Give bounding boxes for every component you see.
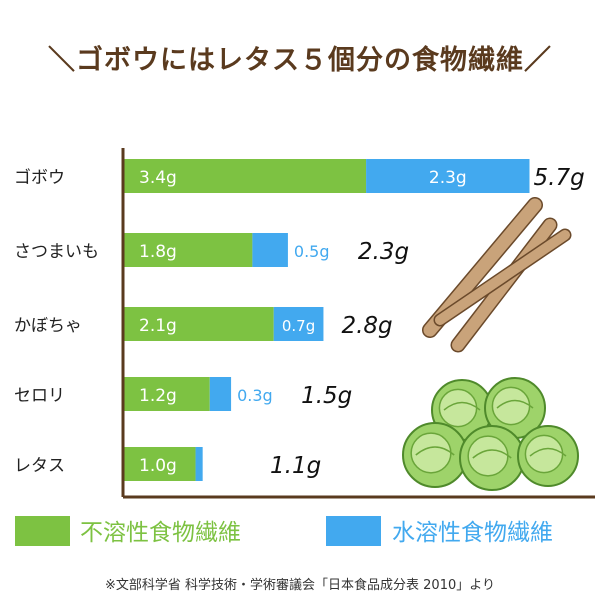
category-label: セロリ xyxy=(14,386,65,406)
lettuce-inner xyxy=(491,386,531,426)
bar-insoluble xyxy=(124,377,210,411)
category-label: かぼちゃ xyxy=(14,316,82,336)
value-label-insoluble: 3.4g xyxy=(139,168,177,188)
bar-soluble xyxy=(209,377,232,411)
lettuce-vein xyxy=(529,447,567,457)
legend-swatch-soluble xyxy=(326,516,381,546)
lettuce-illustration xyxy=(402,377,579,491)
lettuce-vein xyxy=(415,446,455,456)
bar-soluble xyxy=(366,159,530,193)
bar-soluble xyxy=(252,233,288,267)
value-label-soluble: 0.3g xyxy=(237,386,273,405)
lettuce-vein xyxy=(472,449,512,459)
bar-insoluble xyxy=(124,447,196,481)
total-label: 1.1g xyxy=(270,453,321,479)
value-label-insoluble: 2.1g xyxy=(139,316,177,336)
burdock-root xyxy=(452,219,556,351)
total-label: 1.5g xyxy=(301,383,352,409)
value-label-soluble: 2.3g xyxy=(429,168,467,188)
bar-soluble xyxy=(273,307,324,341)
total-label: 2.3g xyxy=(358,239,409,265)
category-label: さつまいも xyxy=(14,242,99,262)
legend-swatch-insoluble xyxy=(15,516,70,546)
bar-insoluble xyxy=(124,307,274,341)
legend-label-insoluble: 不溶性食物繊維 xyxy=(80,520,241,546)
lettuce-inner xyxy=(524,434,564,474)
burdock-root xyxy=(435,230,570,325)
bar-insoluble xyxy=(124,159,367,193)
burdock-illustration xyxy=(422,197,572,353)
bar-insoluble xyxy=(124,233,253,267)
value-label-insoluble: 1.2g xyxy=(139,386,177,406)
legend-label-soluble: 水溶性食物繊維 xyxy=(392,520,553,546)
value-label-soluble: 0.7g xyxy=(282,317,315,335)
category-label: レタス xyxy=(14,456,65,476)
total-label: 2.8g xyxy=(341,313,392,339)
source-footnote: ※文部科学省 科学技術・学術審議会「日本食品成分表 2010」より xyxy=(105,578,495,593)
chart-title: ＼ゴボウにはレタス５個分の食物繊維／ xyxy=(48,45,552,76)
bar-soluble xyxy=(195,447,203,481)
value-label-insoluble: 1.8g xyxy=(139,242,177,262)
lettuce-inner xyxy=(438,388,478,428)
category-label: ゴボウ xyxy=(14,167,65,188)
lettuce-vein xyxy=(496,399,534,409)
total-label: 5.7g xyxy=(534,165,585,191)
value-label-insoluble: 1.0g xyxy=(139,456,177,476)
lettuce-vein xyxy=(443,401,481,411)
value-label-soluble: 0.5g xyxy=(294,242,330,261)
